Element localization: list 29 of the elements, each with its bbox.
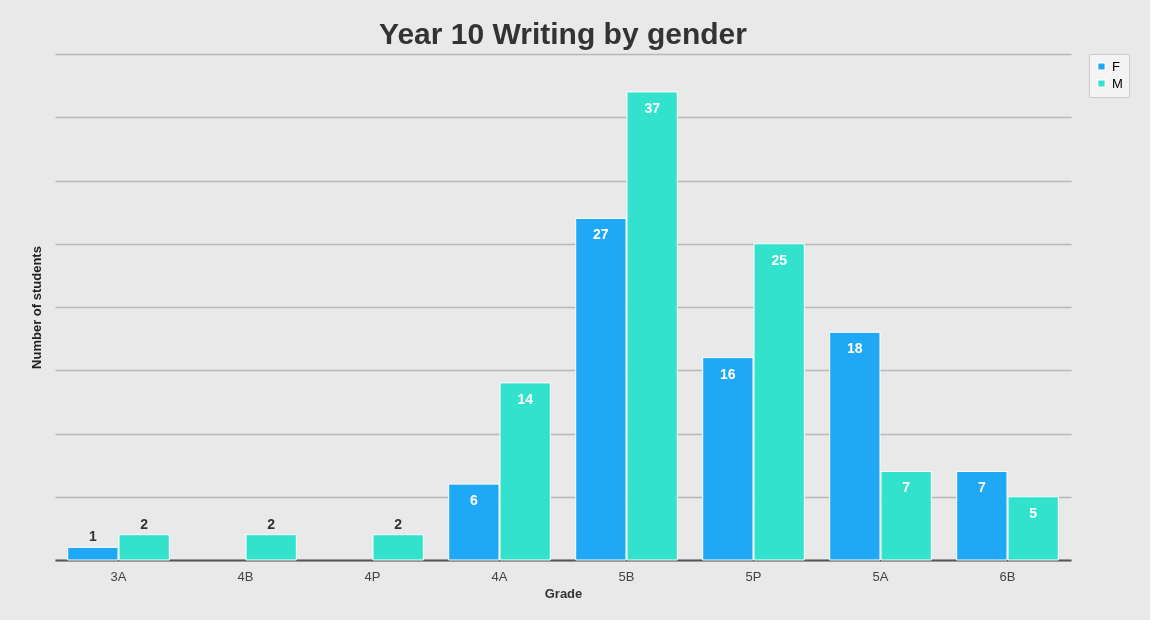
data-label: 2	[140, 515, 149, 532]
data-label: 16	[720, 365, 736, 382]
x-tick-label: 5A	[872, 568, 889, 584]
data-label: 37	[644, 99, 661, 116]
data-label: 1	[88, 528, 97, 545]
data-label: 25	[771, 251, 788, 268]
chart-title: Year 10 Writing by gender	[379, 17, 748, 50]
data-label: 2	[267, 515, 276, 532]
data-label: 5	[1029, 504, 1038, 521]
x-axis-title: Grade	[544, 585, 583, 601]
y-axis-title: Number of students	[28, 246, 44, 369]
data-label: 7	[902, 479, 911, 496]
x-tick-label: 5B	[618, 568, 635, 584]
x-tick-label: 4P	[364, 568, 381, 584]
bar	[372, 534, 424, 561]
data-label: 2	[394, 515, 403, 532]
data-label: 18	[847, 340, 863, 357]
legend-label: F	[1112, 58, 1120, 74]
x-tick-label: 3A	[110, 568, 127, 584]
bar	[245, 534, 297, 561]
data-label: 7	[977, 479, 986, 496]
legend-label: M	[1112, 75, 1123, 91]
x-tick-label: 6B	[999, 568, 1016, 584]
data-label: 27	[593, 226, 609, 243]
x-tick-label: 5P	[745, 568, 762, 584]
data-label: 14	[517, 390, 534, 407]
x-tick-label: 4A	[491, 568, 508, 584]
x-tick-label: 4B	[237, 568, 254, 584]
data-label: 6	[469, 492, 478, 509]
